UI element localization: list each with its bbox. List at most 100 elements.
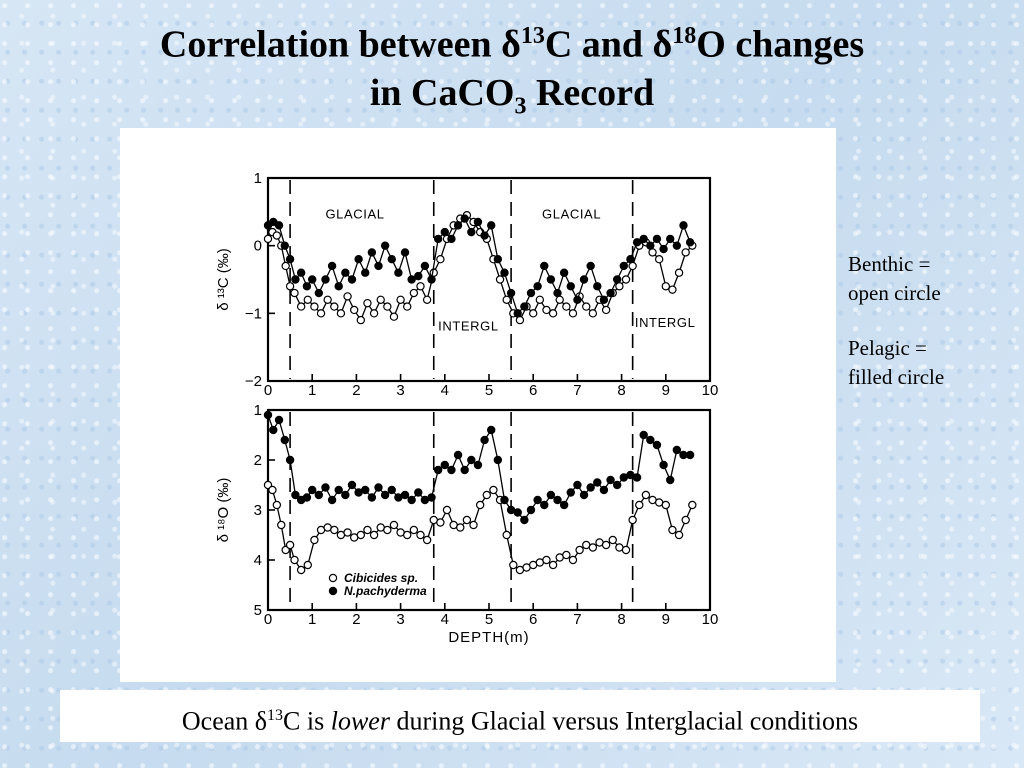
panel2-series-0-point <box>489 485 498 495</box>
panel2-series-1-point <box>467 455 476 465</box>
panel2-series-1-point <box>334 485 343 495</box>
panel1-xtick-label: 2 <box>352 382 360 399</box>
panel2-xtick-label: 3 <box>396 611 404 628</box>
panel2-series-1-point <box>559 500 569 510</box>
panel1-series-0-point <box>674 268 684 277</box>
panel2-series-0-point <box>436 518 445 527</box>
panel1-series-0-point <box>515 315 525 325</box>
panel2-series-1-point <box>400 490 410 500</box>
panel1-ytick-label: −2 <box>245 373 262 390</box>
panel1-series-1-point <box>626 254 635 264</box>
panel2-series-1-point <box>347 480 357 490</box>
panel2-series-1-point <box>540 500 549 510</box>
panel2-series-1-point <box>685 450 695 460</box>
panel2-series-0-point <box>641 490 651 500</box>
panel1-series-0-point <box>403 302 412 311</box>
panel1-series-1-point <box>540 261 549 271</box>
panel1-series-0-point <box>654 254 664 264</box>
panel2-series-1-point <box>493 455 503 465</box>
panel2-ytick-label: 1 <box>254 402 262 419</box>
panel1-series-0-point <box>422 295 432 304</box>
panel1-series-1-point <box>394 268 403 277</box>
panel2-series-1-point <box>367 493 377 502</box>
panel2-series-0-point <box>268 485 277 495</box>
panel2-series-1-point <box>314 490 324 500</box>
panel2-legend-label-1: N.pachyderma <box>344 584 427 598</box>
panel2-series-1-point <box>646 435 655 445</box>
panel2-series-1-point <box>307 485 317 495</box>
panel1-series-0-point <box>389 312 399 321</box>
panel2-series-1-point <box>533 495 542 505</box>
panel1-series-0-point <box>661 282 671 291</box>
panel2-series-0-point <box>562 550 571 560</box>
panel1-series-1-point <box>427 275 436 284</box>
panel1-series-0-point <box>336 309 346 318</box>
panel2-series-1-point <box>291 490 300 500</box>
panel2-series-1-point <box>427 493 436 502</box>
panel2-ytick-label: 4 <box>254 552 262 569</box>
panel2-xtick-label: 9 <box>662 611 670 628</box>
panel1-series-1-point <box>420 261 430 271</box>
panel1-series-0-point <box>548 309 558 318</box>
pelagic-note-line-1: Pelagic = <box>848 336 927 360</box>
panel2-series-1-point <box>586 483 595 492</box>
panel2-series-0-point <box>310 535 319 545</box>
panel1-annotation-2: INTERGL <box>438 318 499 333</box>
panel2-series-1-point <box>480 435 489 445</box>
panel2-series-1-point <box>440 460 449 470</box>
panel1-series-0-point <box>582 302 591 311</box>
panel2-series-1-point <box>546 490 556 500</box>
panel2-series-0-point <box>330 525 339 535</box>
panel1-series-1-point <box>672 241 682 250</box>
panel1-series-1-point <box>659 244 668 254</box>
panel2-ytick-label: 5 <box>254 602 262 619</box>
panel2-xtick-label: 1 <box>308 611 316 628</box>
panel1-xtick-label: 1 <box>308 382 316 399</box>
panel1-series-1-point <box>440 227 449 237</box>
panel2-series-0-point <box>482 490 491 500</box>
panel1-series-1-point <box>291 275 300 284</box>
panel1-series-0-point <box>436 254 445 264</box>
panel1-series-0-point <box>272 231 282 240</box>
panel1-xtick-label: 7 <box>573 382 581 399</box>
panel2-series-0-point <box>568 555 578 565</box>
panel2-xtick-label: 2 <box>352 611 360 628</box>
panel1-series-0-point <box>542 305 551 315</box>
panel1-ytick-label: 1 <box>254 170 262 187</box>
panel1-series-1-point <box>467 227 476 237</box>
caption-box: Ocean δ13C is lower during Glacial versu… <box>60 690 980 742</box>
panel2-series-0-point <box>688 500 697 510</box>
panel1-series-0-point <box>349 305 359 315</box>
panel2-series-0-point <box>542 555 551 565</box>
panel2-series-1-point <box>374 483 383 492</box>
panel1-series-0-point <box>615 282 624 291</box>
panel1-series-1-point <box>400 248 410 257</box>
panel1-series-1-point <box>593 282 602 291</box>
panel1-series-1-point <box>433 234 443 244</box>
panel2-series-1-point <box>566 488 575 497</box>
panel1-series-1-point <box>447 234 456 244</box>
panel2-series-0-point <box>635 500 644 510</box>
panel1-series-0-point <box>396 295 405 304</box>
panel2-series-0-point <box>442 505 452 515</box>
panel1-series-1-point <box>520 302 529 311</box>
panel1-series-1-point <box>361 268 370 277</box>
panel1-series-0-point <box>621 275 631 284</box>
panel2-series-0-point <box>369 530 379 540</box>
panel1-series-1-point <box>533 282 542 291</box>
panel1-series-1-point <box>559 268 569 277</box>
panel1-series-0-point <box>681 248 690 257</box>
panel1-series-1-point <box>553 288 562 298</box>
panel2-series-0-point <box>628 515 637 525</box>
panel1-series-0-point <box>290 288 299 298</box>
panel2-series-1-point <box>453 450 463 460</box>
panel2-series-1-point <box>666 475 675 485</box>
panel2-series-1-point <box>433 465 443 475</box>
benthic-note-line-2: open circle <box>848 281 941 305</box>
panel2-series-0-point <box>285 540 295 550</box>
panel2-series-0-point <box>575 545 584 555</box>
panel2-series-0-point <box>674 530 684 540</box>
panel2-series-1-point <box>579 490 589 500</box>
panel1-series-1-point <box>341 268 350 277</box>
panel1-series-1-point <box>414 271 423 281</box>
